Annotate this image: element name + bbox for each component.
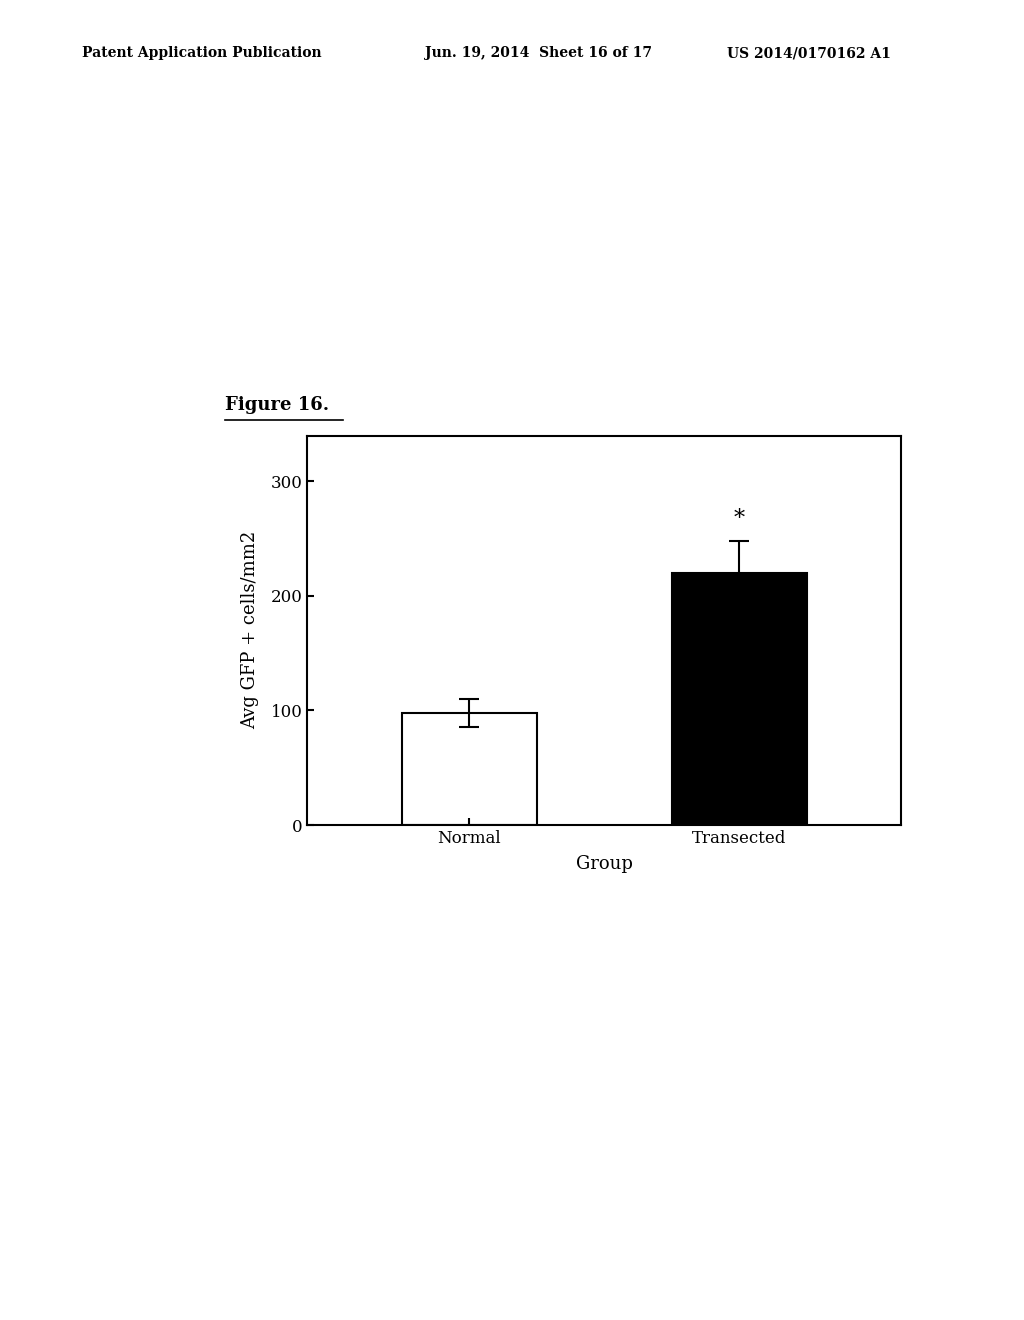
Bar [672,573,807,825]
Text: Jun. 19, 2014  Sheet 16 of 17: Jun. 19, 2014 Sheet 16 of 17 [425,46,652,61]
Text: Patent Application Publication: Patent Application Publication [82,46,322,61]
Text: *: * [733,507,744,529]
Text: US 2014/0170162 A1: US 2014/0170162 A1 [727,46,891,61]
Text: Figure 16.: Figure 16. [225,396,330,414]
X-axis label: Group: Group [575,855,633,874]
Bar [401,713,537,825]
Y-axis label: Avg GFP + cells/mm2: Avg GFP + cells/mm2 [242,531,259,730]
